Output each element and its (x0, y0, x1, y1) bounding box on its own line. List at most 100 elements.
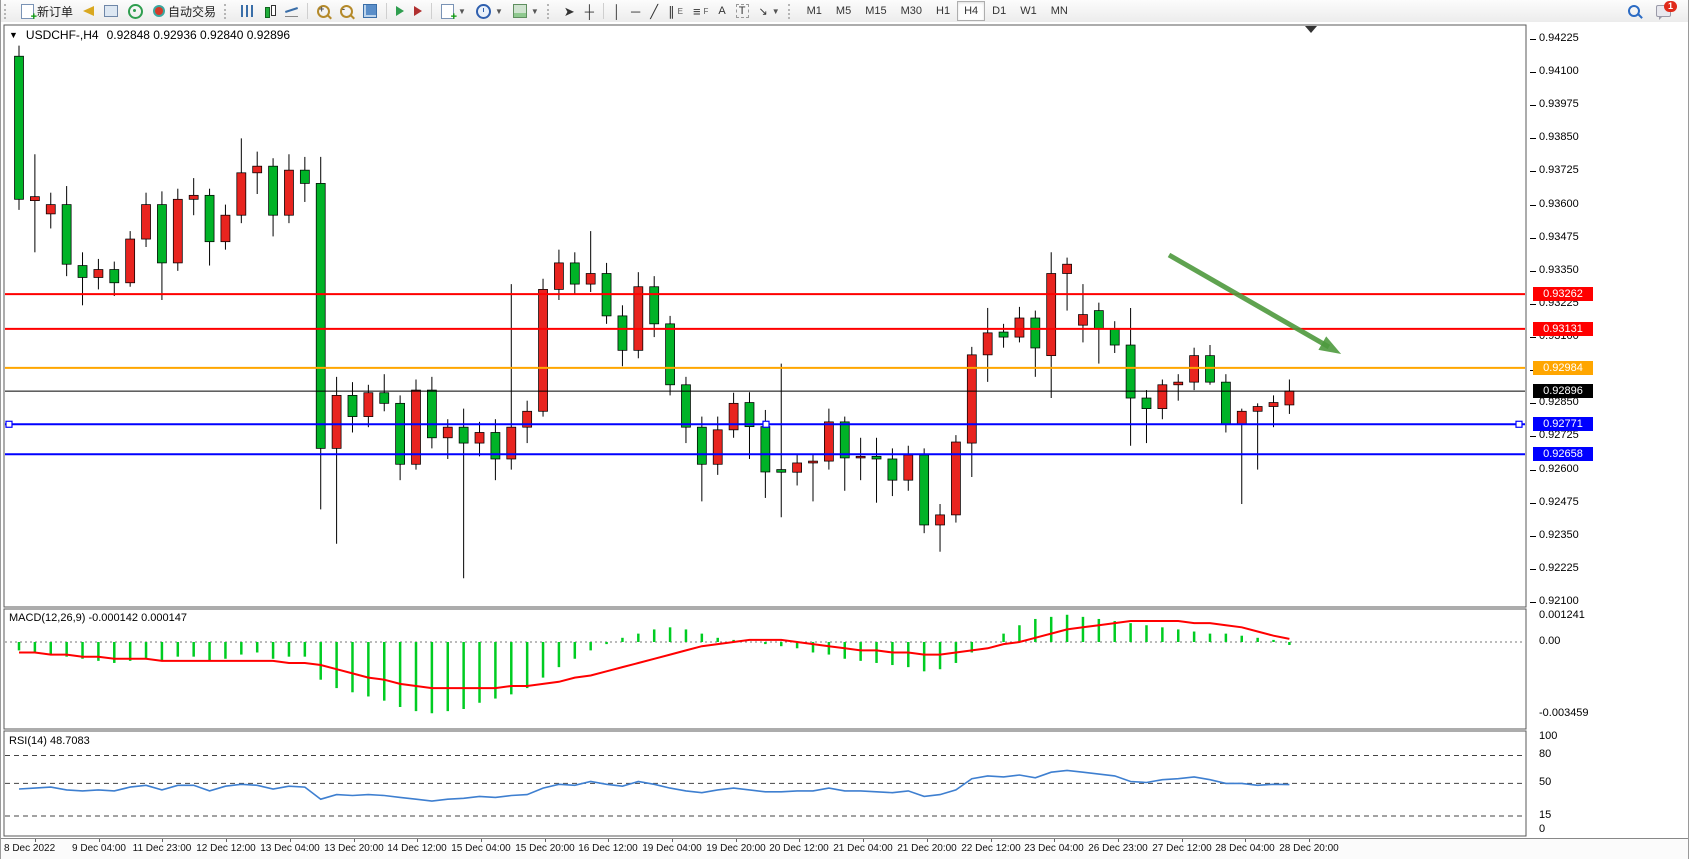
macd-signal-line (19, 620, 1290, 690)
timeframe-M5[interactable]: M5 (835, 5, 852, 17)
new-order-button[interactable]: 新订单 (16, 0, 78, 23)
terminal-button[interactable] (99, 0, 123, 22)
chart-area[interactable]: ▼ USDCHF-,H4 0.92848 0.92936 0.92840 0.9… (1, 22, 1527, 838)
candle-body-up (1173, 381, 1184, 386)
search-button[interactable] (1623, 0, 1645, 22)
price-tick-label: 0.92225 (1530, 562, 1579, 574)
line-chart-mode-button[interactable] (280, 0, 303, 22)
timeframe-M1[interactable]: M1 (806, 5, 822, 17)
bar-chart-mode-button[interactable] (236, 0, 258, 22)
time-label: 9 Dec 04:00 (72, 843, 126, 854)
candle-body-down (61, 204, 72, 265)
time-tick (799, 839, 800, 842)
timeframe-H1[interactable]: H1 (936, 5, 951, 17)
line-handle[interactable] (762, 420, 770, 428)
price-tick-label: 0.92475 (1530, 496, 1579, 508)
level-price-label[interactable]: 0.92771 (1533, 417, 1593, 431)
timeframe-H4[interactable]: H4 (957, 1, 986, 21)
time-axis[interactable]: 8 Dec 2022 9 Dec 04:00 11 Dec 23:00 12 Dec … (1, 838, 1688, 859)
candle-body-up (252, 165, 263, 174)
chart-shift-marker[interactable] (1305, 26, 1317, 33)
crosshair-tool-button[interactable]: ┼ (580, 0, 599, 22)
candle-body-down (1093, 310, 1104, 330)
price-tick-label: 0.92725 (1530, 429, 1579, 441)
candle-body-up (522, 410, 533, 428)
chart-shift-button[interactable] (409, 0, 427, 22)
text-tool-button[interactable]: A (713, 0, 730, 22)
macd-label: MACD(12,26,9) -0.000142 0.000147 (9, 612, 187, 624)
rsi-axis-label: 100 (1539, 730, 1558, 742)
price-tick-label: 0.92100 (1530, 595, 1579, 607)
candle-body-up (30, 196, 40, 202)
candle-body-down (871, 455, 882, 460)
indicators-button[interactable]: ▼ (436, 0, 471, 23)
zoom-in-button[interactable]: + (312, 0, 335, 22)
timeframe-MN[interactable]: MN (1050, 5, 1068, 17)
time-tick (162, 839, 163, 842)
time-tick (481, 839, 482, 842)
level-price-label[interactable]: 0.92658 (1533, 447, 1593, 461)
candle-body-up (966, 354, 977, 444)
level-price-label[interactable]: 0.93131 (1533, 322, 1593, 336)
line-handle[interactable] (5, 420, 13, 428)
toolbar-grip (4, 3, 11, 19)
timeframe-M30[interactable]: M30 (900, 5, 923, 17)
candle-body-down (569, 262, 580, 285)
candlestick-mode-button[interactable] (258, 0, 280, 22)
time-label: 15 Dec 04:00 (451, 843, 511, 854)
search-icon (1628, 5, 1640, 17)
time-label: 21 Dec 04:00 (833, 843, 893, 854)
candle-body-up (855, 455, 866, 459)
candle-body-down (1141, 397, 1152, 410)
auto-scroll-button[interactable] (391, 0, 409, 22)
templates-button[interactable]: ▼ (508, 0, 544, 22)
time-tick (226, 839, 227, 842)
candle-body-up (474, 432, 485, 444)
fibonacci-icon: ≡ (692, 3, 701, 19)
chart-canvas[interactable] (1, 22, 1527, 838)
crosshair-icon: ┼ (584, 3, 594, 19)
arrows-tool-button[interactable]: ↘ ▼ (754, 0, 785, 22)
candle-body-down (77, 265, 88, 278)
collapse-triangle-icon[interactable]: ▼ (9, 30, 18, 40)
time-tick (35, 839, 36, 842)
fibonacci-tool-button[interactable]: ≡ F (692, 3, 709, 19)
timeframe-D1[interactable]: D1 (992, 5, 1007, 17)
level-price-label[interactable]: 0.92984 (1533, 361, 1593, 375)
templates-icon (512, 4, 527, 18)
channel-tool-button[interactable]: ∥ E (668, 3, 683, 19)
trendline-tool-button[interactable]: ╱ (645, 0, 663, 22)
autotrade-button[interactable]: 自动交易 (148, 0, 221, 22)
cursor-tool-button[interactable]: ➤ (559, 0, 580, 22)
news-button[interactable] (78, 0, 99, 22)
macd-pane-border (3, 608, 1527, 730)
level-price-label[interactable]: 0.92896 (1533, 384, 1593, 398)
candle-body-down (458, 426, 469, 444)
candle-body-down (744, 402, 755, 428)
level-price-label[interactable]: 0.93262 (1533, 287, 1593, 301)
candle-body-up (506, 426, 517, 460)
time-tick (1118, 839, 1119, 842)
chat-button[interactable]: 1 (1651, 0, 1677, 22)
autotrade-label: 自动交易 (168, 4, 217, 19)
candle-body-down (14, 55, 24, 200)
tile-windows-button[interactable] (358, 0, 382, 22)
trend-arrow[interactable] (1167, 252, 1331, 350)
timeframe-M15[interactable]: M15 (865, 5, 887, 17)
zoom-out-button[interactable]: - (335, 0, 358, 22)
horizontal-line-tool-button[interactable]: ─ (626, 0, 645, 22)
trend-arrow-head (1318, 336, 1342, 354)
candle-body-down (1221, 381, 1231, 425)
candle-body-down (760, 426, 771, 473)
chevron-down-icon: ▼ (530, 6, 539, 16)
strategy-tester-button[interactable] (123, 0, 148, 22)
text-label-tool-button[interactable]: T (731, 0, 754, 22)
periods-button[interactable]: ▼ (471, 0, 508, 22)
chevron-down-icon: ▼ (458, 6, 466, 16)
vertical-line-tool-button[interactable]: │ (608, 0, 626, 22)
line-handle[interactable] (1515, 420, 1523, 428)
candle-body-up (1252, 406, 1263, 412)
chart-title: ▼ USDCHF-,H4 0.92848 0.92936 0.92840 0.9… (9, 28, 290, 42)
price-axis[interactable]: 0.94225 0.94100 0.93975 0.93850 0.93725 0.936… (1527, 22, 1688, 838)
timeframe-W1[interactable]: W1 (1020, 5, 1037, 17)
